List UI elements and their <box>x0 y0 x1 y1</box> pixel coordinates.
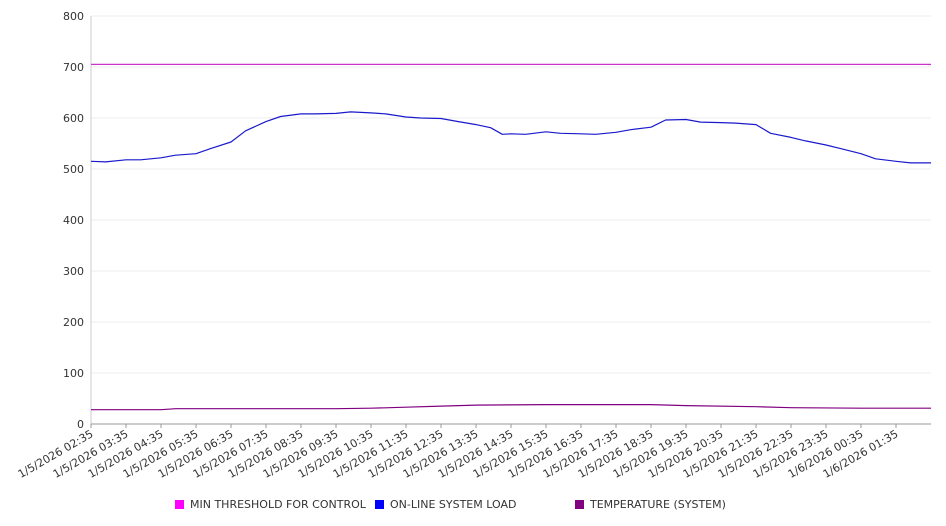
y-axis-ticks: 0 100 200 300 400 500 600 700 800 <box>63 10 84 431</box>
legend-swatch-threshold <box>175 500 184 509</box>
y-tick-label: 400 <box>63 214 84 227</box>
legend-swatch-temperature <box>575 500 584 509</box>
legend-label-threshold: MIN THRESHOLD FOR CONTROL <box>190 498 366 511</box>
series-lines <box>90 63 931 411</box>
y-tick-label: 0 <box>77 418 84 431</box>
legend-label-load: ON-LINE SYSTEM LOAD <box>390 498 517 511</box>
series-line-temperature <box>91 404 931 411</box>
y-tick-label: 100 <box>63 367 84 380</box>
legend-item-temperature[interactable]: TEMPERATURE (SYSTEM) <box>575 498 726 511</box>
y-tick-label: 800 <box>63 10 84 23</box>
legend: MIN THRESHOLD FOR CONTROL ON-LINE SYSTEM… <box>0 498 946 514</box>
y-tick-label: 700 <box>63 61 84 74</box>
y-tick-label: 600 <box>63 112 84 125</box>
y-tick-label: 300 <box>63 265 84 278</box>
legend-item-load[interactable]: ON-LINE SYSTEM LOAD <box>375 498 516 511</box>
legend-swatch-load <box>375 500 384 509</box>
legend-label-temperature: TEMPERATURE (SYSTEM) <box>590 498 726 511</box>
series-line-online-system-load <box>90 111 931 164</box>
y-tick-label: 200 <box>63 316 84 329</box>
legend-item-threshold[interactable]: MIN THRESHOLD FOR CONTROL <box>175 498 366 511</box>
x-axis-ticks: 1/5/2026 02:351/5/2026 03:351/5/2026 04:… <box>16 424 901 481</box>
y-tick-label: 500 <box>63 163 84 176</box>
grid-lines <box>91 15 931 374</box>
